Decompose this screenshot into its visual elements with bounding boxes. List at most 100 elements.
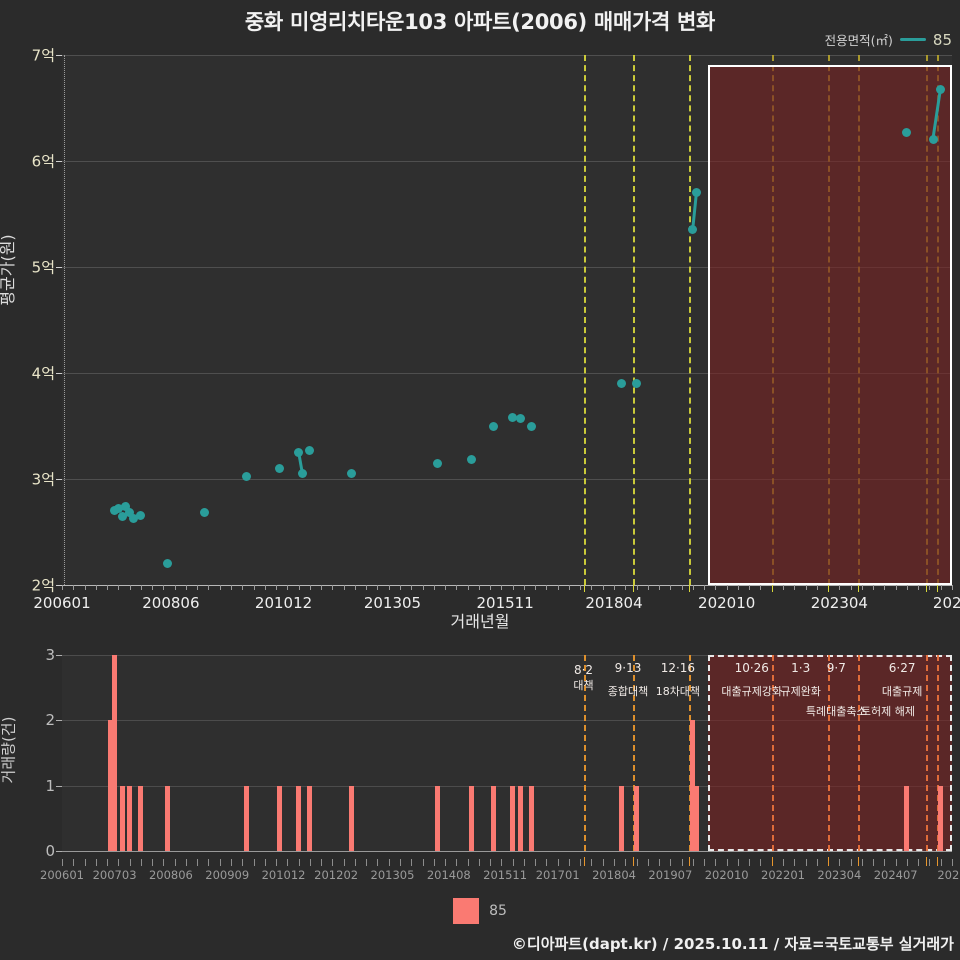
price-y-tick-label: 2억 bbox=[31, 576, 55, 595]
data-point[interactable] bbox=[113, 504, 123, 514]
x-minor-tick bbox=[647, 859, 649, 866]
x-minor-tick bbox=[715, 585, 717, 590]
x-minor-tick bbox=[219, 859, 221, 866]
volume-bar[interactable] bbox=[296, 785, 302, 851]
data-point[interactable] bbox=[466, 455, 476, 465]
x-event-tick bbox=[689, 585, 691, 592]
volume-bar[interactable] bbox=[938, 785, 944, 851]
x-event-tick bbox=[583, 857, 585, 866]
volume-bar[interactable] bbox=[528, 785, 534, 851]
volume-x-tick-label: 200909 bbox=[205, 868, 250, 882]
price-x-tick-label: 200806 bbox=[142, 594, 200, 612]
data-point[interactable] bbox=[117, 511, 127, 521]
volume-bar[interactable] bbox=[164, 785, 170, 851]
policy-date-label: 6·27 bbox=[888, 661, 916, 675]
x-minor-tick bbox=[185, 859, 187, 866]
data-point[interactable] bbox=[200, 508, 210, 518]
x-minor-tick bbox=[490, 585, 492, 590]
volume-bar[interactable] bbox=[510, 785, 516, 851]
data-point[interactable] bbox=[121, 502, 131, 512]
volume-x-tick-label: 202407 bbox=[873, 868, 918, 882]
data-point[interactable] bbox=[297, 469, 307, 479]
event-line bbox=[925, 655, 928, 851]
x-minor-tick bbox=[557, 585, 559, 590]
legend-top: 전용면적(㎡) 85 bbox=[825, 30, 952, 49]
volume-y-tick-label: 0 bbox=[45, 842, 55, 860]
data-point[interactable] bbox=[125, 508, 135, 518]
x-minor-tick bbox=[456, 585, 458, 590]
x-minor-tick bbox=[636, 585, 638, 590]
volume-bar[interactable] bbox=[277, 785, 283, 851]
x-minor-tick bbox=[535, 585, 537, 590]
volume-bar[interactable] bbox=[619, 785, 625, 851]
x-minor-tick bbox=[580, 585, 582, 590]
x-minor-tick bbox=[377, 585, 379, 590]
x-minor-tick bbox=[140, 585, 142, 590]
volume-bar[interactable] bbox=[348, 785, 354, 851]
x-minor-tick bbox=[62, 859, 63, 866]
data-point[interactable] bbox=[936, 85, 946, 95]
data-point[interactable] bbox=[136, 510, 146, 520]
volume-x-tick-label: 201511 bbox=[483, 868, 528, 882]
x-minor-tick bbox=[512, 859, 514, 866]
volume-bar[interactable] bbox=[138, 785, 144, 851]
data-point[interactable] bbox=[433, 458, 443, 468]
data-point[interactable] bbox=[617, 379, 627, 389]
volume-bar[interactable] bbox=[694, 785, 700, 851]
x-minor-tick bbox=[523, 859, 525, 866]
volume-bar[interactable] bbox=[435, 785, 441, 851]
policy-date-label: 10·26 bbox=[734, 661, 769, 675]
volume-bar[interactable] bbox=[112, 655, 118, 851]
data-point[interactable] bbox=[688, 225, 698, 235]
data-point[interactable] bbox=[305, 445, 315, 455]
volume-bar[interactable] bbox=[127, 785, 133, 851]
volume-y-tick-label: 1 bbox=[45, 776, 55, 795]
x-minor-tick bbox=[174, 585, 176, 590]
volume-bar[interactable] bbox=[904, 785, 910, 851]
data-point[interactable] bbox=[928, 135, 938, 145]
policy-label: 특례대출축소 bbox=[805, 705, 867, 718]
volume-axis-title: 거래량(건) bbox=[0, 716, 18, 784]
volume-bar[interactable] bbox=[108, 720, 114, 851]
x-minor-tick bbox=[230, 859, 232, 866]
volume-bar[interactable] bbox=[243, 785, 249, 851]
x-minor-tick bbox=[253, 859, 255, 866]
x-minor-tick bbox=[95, 585, 97, 590]
x-minor-tick bbox=[906, 585, 908, 590]
data-point[interactable] bbox=[632, 379, 642, 389]
price-x-tick-label: 200601 bbox=[33, 594, 91, 612]
x-minor-tick bbox=[737, 585, 739, 590]
volume-x-tick-label: 202304 bbox=[817, 868, 862, 882]
x-minor-tick bbox=[163, 859, 165, 866]
gridline-horizontal bbox=[62, 655, 952, 656]
data-point[interactable] bbox=[902, 127, 912, 137]
volume-bar[interactable] bbox=[690, 720, 696, 851]
data-point[interactable] bbox=[692, 188, 702, 198]
data-point[interactable] bbox=[128, 513, 138, 523]
data-point[interactable] bbox=[489, 421, 499, 431]
data-point[interactable] bbox=[162, 559, 172, 569]
x-minor-tick bbox=[354, 859, 356, 866]
data-point[interactable] bbox=[346, 469, 356, 479]
volume-bar[interactable] bbox=[634, 785, 640, 851]
x-minor-tick bbox=[107, 585, 109, 590]
event-line bbox=[583, 55, 586, 585]
price-x-tick-label: 2025 bbox=[932, 594, 960, 612]
data-point[interactable] bbox=[241, 472, 251, 482]
x-minor-tick bbox=[388, 859, 390, 866]
x-minor-tick bbox=[264, 859, 266, 866]
data-point[interactable] bbox=[508, 413, 518, 423]
data-point[interactable] bbox=[294, 448, 304, 457]
volume-bar[interactable] bbox=[468, 785, 474, 851]
x-minor-tick bbox=[433, 585, 435, 590]
volume-bar[interactable] bbox=[491, 785, 497, 851]
x-minor-tick bbox=[805, 585, 807, 590]
x-minor-tick bbox=[794, 585, 796, 590]
data-point[interactable] bbox=[275, 463, 285, 473]
price-y-tick bbox=[56, 267, 62, 268]
data-point[interactable] bbox=[526, 421, 536, 431]
volume-bar[interactable] bbox=[119, 785, 125, 851]
volume-bar[interactable] bbox=[307, 785, 313, 851]
volume-bar[interactable] bbox=[517, 785, 523, 851]
data-point[interactable] bbox=[515, 414, 525, 424]
